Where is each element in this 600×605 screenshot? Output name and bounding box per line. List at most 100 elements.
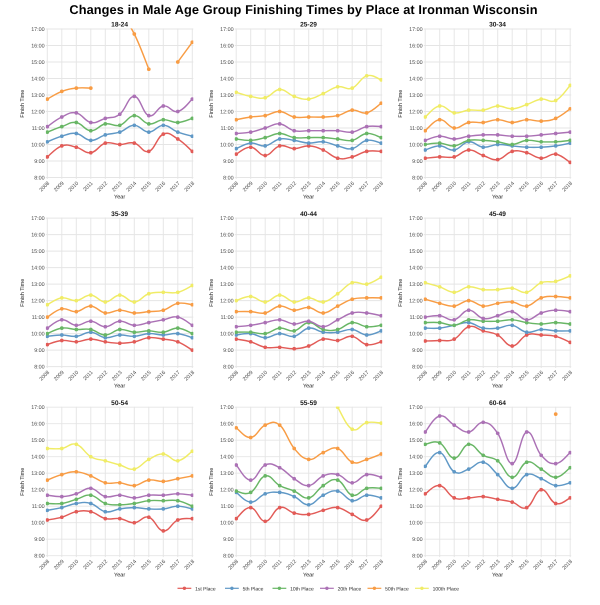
svg-text:Year: Year bbox=[303, 194, 314, 200]
svg-text:12:00: 12:00 bbox=[31, 299, 45, 305]
svg-text:16:00: 16:00 bbox=[220, 44, 234, 50]
svg-text:9:00: 9:00 bbox=[34, 348, 45, 354]
svg-text:17:00: 17:00 bbox=[220, 27, 234, 33]
svg-text:11:00: 11:00 bbox=[32, 315, 45, 321]
svg-text:11:00: 11:00 bbox=[410, 126, 423, 132]
svg-text:16:00: 16:00 bbox=[31, 44, 45, 50]
svg-text:Year: Year bbox=[492, 384, 503, 390]
svg-text:8:00: 8:00 bbox=[34, 365, 45, 371]
svg-text:8:00: 8:00 bbox=[34, 554, 45, 560]
svg-text:10:00: 10:00 bbox=[31, 143, 45, 149]
svg-text:14:00: 14:00 bbox=[409, 77, 423, 83]
svg-text:15:00: 15:00 bbox=[220, 60, 234, 66]
svg-text:Finish Time: Finish Time bbox=[398, 90, 404, 118]
svg-text:Finish Time: Finish Time bbox=[209, 468, 215, 496]
svg-text:15:00: 15:00 bbox=[220, 438, 234, 444]
svg-text:60-64: 60-64 bbox=[489, 400, 506, 407]
svg-text:Finish Time: Finish Time bbox=[20, 90, 26, 118]
svg-text:15:00: 15:00 bbox=[220, 249, 234, 255]
svg-text:8:00: 8:00 bbox=[223, 365, 234, 371]
svg-text:10:00: 10:00 bbox=[409, 143, 423, 149]
svg-text:10:00: 10:00 bbox=[220, 521, 234, 527]
svg-text:Finish Time: Finish Time bbox=[209, 279, 215, 307]
svg-text:13:00: 13:00 bbox=[220, 282, 234, 288]
svg-text:13:00: 13:00 bbox=[409, 282, 423, 288]
svg-text:13:00: 13:00 bbox=[31, 471, 45, 477]
svg-text:35-39: 35-39 bbox=[111, 211, 128, 218]
svg-text:Finish Time: Finish Time bbox=[20, 468, 26, 496]
svg-text:9:00: 9:00 bbox=[34, 537, 45, 543]
svg-text:25-29: 25-29 bbox=[300, 22, 317, 29]
svg-text:11:00: 11:00 bbox=[221, 126, 234, 132]
svg-text:10:00: 10:00 bbox=[220, 143, 234, 149]
svg-text:10:00: 10:00 bbox=[409, 332, 423, 338]
svg-text:12:00: 12:00 bbox=[409, 488, 423, 494]
svg-text:14:00: 14:00 bbox=[31, 455, 45, 461]
svg-text:10:00: 10:00 bbox=[31, 332, 45, 338]
svg-text:16:00: 16:00 bbox=[409, 44, 423, 50]
svg-text:14:00: 14:00 bbox=[31, 77, 45, 83]
svg-text:14:00: 14:00 bbox=[220, 77, 234, 83]
svg-text:50th Place: 50th Place bbox=[385, 587, 409, 593]
svg-text:50-54: 50-54 bbox=[111, 400, 128, 407]
svg-text:15:00: 15:00 bbox=[409, 60, 423, 66]
svg-text:Finish Time: Finish Time bbox=[398, 468, 404, 496]
svg-text:16:00: 16:00 bbox=[220, 233, 234, 239]
svg-text:8:00: 8:00 bbox=[34, 176, 45, 182]
svg-text:8:00: 8:00 bbox=[412, 176, 423, 182]
svg-text:17:00: 17:00 bbox=[409, 405, 423, 411]
svg-text:8:00: 8:00 bbox=[412, 365, 423, 371]
svg-text:1st Place: 1st Place bbox=[195, 587, 216, 593]
svg-text:12:00: 12:00 bbox=[220, 299, 234, 305]
svg-text:8:00: 8:00 bbox=[223, 176, 234, 182]
svg-text:Year: Year bbox=[303, 384, 314, 390]
svg-text:9:00: 9:00 bbox=[412, 537, 423, 543]
svg-text:9:00: 9:00 bbox=[412, 159, 423, 165]
svg-text:17:00: 17:00 bbox=[409, 216, 423, 222]
svg-text:Year: Year bbox=[492, 194, 503, 200]
svg-text:17:00: 17:00 bbox=[31, 405, 45, 411]
svg-text:Finish Time: Finish Time bbox=[398, 279, 404, 307]
svg-text:11:00: 11:00 bbox=[410, 315, 423, 321]
svg-text:Year: Year bbox=[492, 573, 503, 579]
svg-text:45-49: 45-49 bbox=[489, 211, 506, 218]
svg-text:40-44: 40-44 bbox=[300, 211, 317, 218]
svg-text:12:00: 12:00 bbox=[220, 110, 234, 116]
svg-text:Finish Time: Finish Time bbox=[20, 279, 26, 307]
svg-text:12:00: 12:00 bbox=[31, 110, 45, 116]
svg-text:9:00: 9:00 bbox=[34, 159, 45, 165]
svg-text:18-24: 18-24 bbox=[111, 22, 128, 29]
svg-text:17:00: 17:00 bbox=[409, 27, 423, 33]
svg-text:15:00: 15:00 bbox=[31, 249, 45, 255]
svg-text:20th Place: 20th Place bbox=[338, 587, 362, 593]
svg-text:8:00: 8:00 bbox=[412, 554, 423, 560]
svg-text:100th Place: 100th Place bbox=[433, 587, 460, 593]
svg-text:9:00: 9:00 bbox=[412, 348, 423, 354]
svg-text:10:00: 10:00 bbox=[31, 521, 45, 527]
svg-text:11:00: 11:00 bbox=[221, 504, 234, 510]
svg-text:9:00: 9:00 bbox=[223, 348, 234, 354]
svg-text:55-59: 55-59 bbox=[300, 400, 317, 407]
svg-text:10:00: 10:00 bbox=[220, 332, 234, 338]
svg-text:14:00: 14:00 bbox=[220, 455, 234, 461]
svg-text:Finish Time: Finish Time bbox=[209, 90, 215, 118]
svg-text:11:00: 11:00 bbox=[410, 504, 423, 510]
svg-text:Year: Year bbox=[114, 384, 125, 390]
svg-text:16:00: 16:00 bbox=[31, 233, 45, 239]
svg-text:17:00: 17:00 bbox=[220, 405, 234, 411]
svg-text:12:00: 12:00 bbox=[220, 488, 234, 494]
svg-text:5th Place: 5th Place bbox=[243, 587, 264, 593]
svg-text:13:00: 13:00 bbox=[220, 471, 234, 477]
svg-text:15:00: 15:00 bbox=[31, 60, 45, 66]
svg-text:17:00: 17:00 bbox=[220, 216, 234, 222]
svg-text:11:00: 11:00 bbox=[221, 315, 234, 321]
svg-text:10:00: 10:00 bbox=[409, 521, 423, 527]
svg-text:Year: Year bbox=[114, 573, 125, 579]
svg-text:14:00: 14:00 bbox=[31, 266, 45, 272]
svg-text:30-34: 30-34 bbox=[489, 22, 506, 29]
svg-text:15:00: 15:00 bbox=[409, 249, 423, 255]
svg-text:14:00: 14:00 bbox=[220, 266, 234, 272]
svg-text:8:00: 8:00 bbox=[223, 554, 234, 560]
svg-text:11:00: 11:00 bbox=[32, 126, 45, 132]
svg-text:10th Place: 10th Place bbox=[290, 587, 314, 593]
